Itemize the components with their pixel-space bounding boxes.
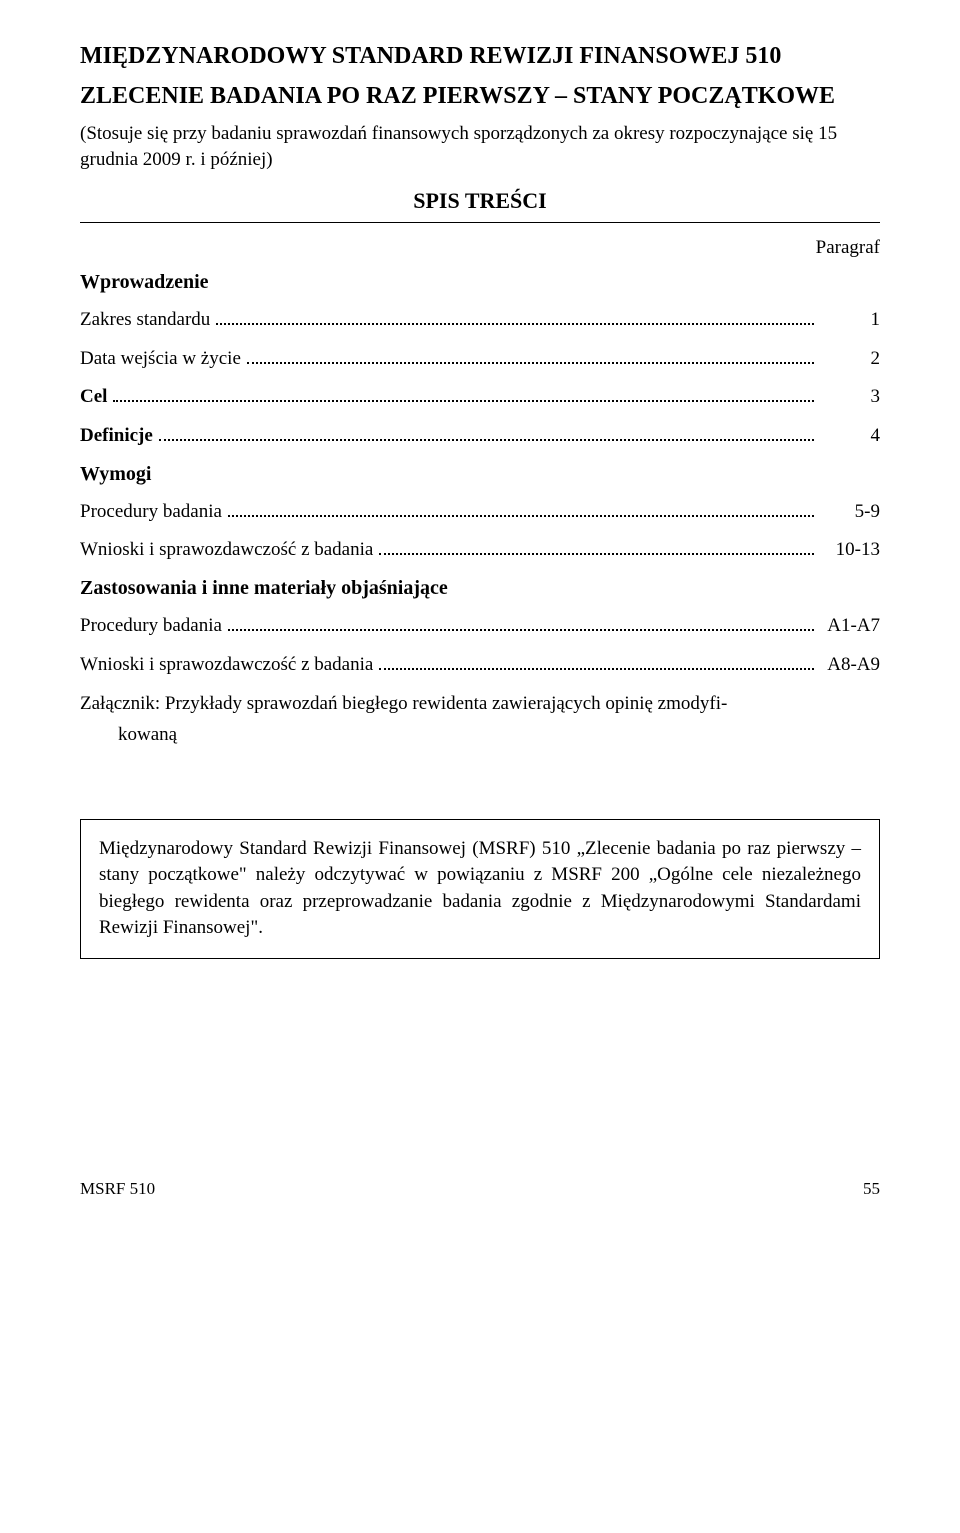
toc-dots xyxy=(379,553,814,555)
doc-title-line2: ZLECENIE BADANIA PO RAZ PIERWSZY – STANY… xyxy=(80,80,880,112)
toc-page: 4 xyxy=(820,424,880,449)
toc-dots xyxy=(216,323,814,325)
toc-label: Data wejścia w życie xyxy=(80,347,241,372)
toc-heading: SPIS TREŚCI xyxy=(80,188,880,214)
toc-page: 10-13 xyxy=(820,538,880,563)
toc-row-data: Data wejścia w życie 2 xyxy=(80,347,880,372)
toc-row-cel: Cel 3 xyxy=(80,385,880,410)
doc-title-line1: MIĘDZYNARODOWY STANDARD REWIZJI FINANSOW… xyxy=(80,40,880,72)
toc-label: Cel xyxy=(80,385,107,410)
toc-dots xyxy=(379,668,814,670)
toc-row-procedury1: Procedury badania 5-9 xyxy=(80,500,880,525)
toc-label: Procedury badania xyxy=(80,500,222,525)
toc-page: 1 xyxy=(820,308,880,333)
toc-row-procedury2: Procedury badania A1-A7 xyxy=(80,614,880,639)
toc-dots xyxy=(247,362,814,364)
toc-row-definicje: Definicje 4 xyxy=(80,424,880,449)
toc-label: Wnioski i sprawozdawczość z badania xyxy=(80,653,373,678)
section-wymogi: Wymogi xyxy=(80,463,880,486)
toc-dots xyxy=(159,439,814,441)
toc-label: Zakres standardu xyxy=(80,308,210,333)
appendix-line2: kowaną xyxy=(80,722,880,749)
toc-page: 2 xyxy=(820,347,880,372)
toc-label: Procedury badania xyxy=(80,614,222,639)
toc-page: 3 xyxy=(820,385,880,410)
toc-dots xyxy=(228,629,814,631)
toc-page: A1-A7 xyxy=(820,614,880,639)
toc-row-zakres: Zakres standardu 1 xyxy=(80,308,880,333)
page-footer: MSRF 510 55 xyxy=(80,1179,880,1199)
standard-note-box: Międzynarodowy Standard Rewizji Finansow… xyxy=(80,819,880,959)
toc-dots xyxy=(228,515,814,517)
toc-page: A8-A9 xyxy=(820,653,880,678)
footer-left: MSRF 510 xyxy=(80,1179,155,1199)
toc-row-wnioski2: Wnioski i sprawozdawczość z badania A8-A… xyxy=(80,653,880,678)
paragraf-label: Paragraf xyxy=(80,237,880,259)
divider-line xyxy=(80,222,880,223)
appendix-line1: Załącznik: Przykłady sprawozdań biegłego… xyxy=(80,691,880,718)
toc-dots xyxy=(113,400,814,402)
section-zastosowania: Zastosowania i inne materiały objaśniają… xyxy=(80,577,880,600)
section-wprowadzenie: Wprowadzenie xyxy=(80,271,880,294)
footer-right: 55 xyxy=(863,1179,880,1199)
toc-page: 5-9 xyxy=(820,500,880,525)
toc-label: Definicje xyxy=(80,424,153,449)
applicability-note: (Stosuje się przy badaniu sprawozdań fin… xyxy=(80,121,880,174)
toc-label: Wnioski i sprawozdawczość z badania xyxy=(80,538,373,563)
toc-row-wnioski1: Wnioski i sprawozdawczość z badania 10-1… xyxy=(80,538,880,563)
